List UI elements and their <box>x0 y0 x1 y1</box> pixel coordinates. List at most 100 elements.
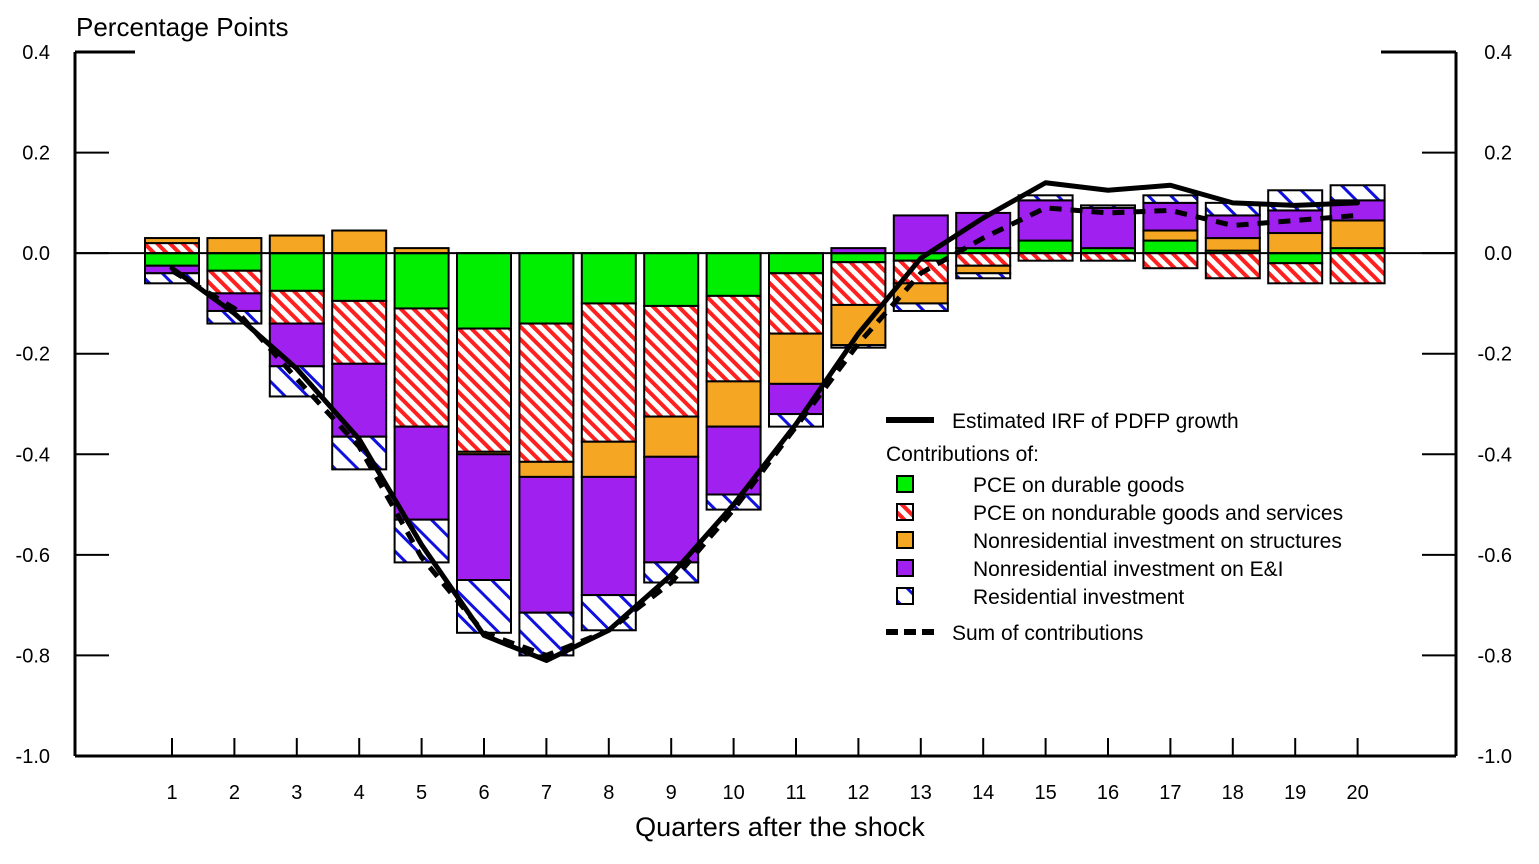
bar-q11-s3 <box>768 332 824 385</box>
lines-layer <box>169 180 1361 663</box>
x-tick-label: 8 <box>603 782 614 804</box>
bar-q18-s2 <box>1204 252 1261 280</box>
bar-q2-s3 <box>206 237 263 255</box>
x-tick-label: 11 <box>786 782 807 804</box>
bar-q17-s5 <box>1142 194 1199 204</box>
legend-sum-label: Sum of contributions <box>952 622 1143 645</box>
x-axis-label: Quarters after the shock <box>635 812 925 842</box>
bar-q15-s4 <box>1017 199 1074 242</box>
legend-label-s5: Residential investment <box>973 586 1184 609</box>
y-tick-label-right: -0.4 <box>1478 444 1512 466</box>
bar-q9-s4 <box>643 455 700 564</box>
bar-q13-s5 <box>892 302 949 312</box>
bar-q15-s1 <box>1017 239 1074 255</box>
bar-q7-s2 <box>518 322 575 463</box>
bar-q14-s5 <box>955 272 1012 280</box>
bar-q2-s2 <box>206 269 263 295</box>
bar-q17-s1 <box>1142 239 1199 255</box>
bar-q19-s1 <box>1267 252 1324 265</box>
bar-q10-s1 <box>705 252 762 297</box>
bar-q8-s2 <box>580 302 637 443</box>
bar-q18-s3 <box>1204 237 1261 252</box>
y-tick-label-right: 0.4 <box>1484 42 1512 64</box>
y-tick-label-right: -1.0 <box>1478 746 1512 768</box>
y-tick-label-right: 0.0 <box>1484 243 1512 265</box>
bar-q10-s2 <box>705 294 762 383</box>
bar-q10-s3 <box>705 380 762 428</box>
bar-q19-s2 <box>1267 262 1324 285</box>
bar-q12-s2 <box>830 261 887 306</box>
bar-q16-s2 <box>1080 252 1136 262</box>
legend-label-s3: Nonresidential investment on structures <box>973 530 1342 553</box>
y-tick-label-left: 0.0 <box>22 243 50 265</box>
bar-q7-s1 <box>518 252 575 325</box>
x-tick-label: 18 <box>1222 782 1244 804</box>
bar-q3-s2 <box>268 289 325 325</box>
bar-q9-s3 <box>643 415 700 458</box>
x-tick-label: 1 <box>166 782 177 804</box>
bar-q5-s1 <box>393 252 450 310</box>
bar-q20-s2 <box>1329 252 1386 285</box>
bar-q11-s2 <box>768 272 824 335</box>
bar-q1-s1 <box>144 252 200 267</box>
bar-q4-s3 <box>331 229 388 255</box>
bar-q2-s1 <box>206 252 263 272</box>
x-tick-label: 7 <box>541 782 552 804</box>
x-tick-label: 19 <box>1284 782 1306 804</box>
legend-irf-label: Estimated IRF of PDFP growth <box>952 410 1239 433</box>
bar-q8-s3 <box>580 440 637 478</box>
y-tick-label-right: -0.2 <box>1478 344 1512 366</box>
x-tick-label: 5 <box>416 782 427 804</box>
bar-q13-s3 <box>892 282 949 305</box>
legend-swatch-s3 <box>896 531 914 549</box>
x-tick-label: 14 <box>972 782 994 804</box>
x-tick-label: 6 <box>478 782 489 804</box>
bar-q17-s4 <box>1142 201 1199 232</box>
bar-q7-s4 <box>518 475 575 614</box>
bar-q6-s4 <box>456 453 512 581</box>
bar-q7-s3 <box>518 460 575 478</box>
x-tick-label: 17 <box>1159 782 1181 804</box>
bar-q9-s1 <box>643 252 700 307</box>
bar-q20-s5 <box>1329 184 1386 202</box>
x-tick-label: 2 <box>229 782 240 804</box>
bar-q17-s2 <box>1142 252 1199 270</box>
bar-q8-s1 <box>580 252 637 305</box>
y-tick-label-right: 0.2 <box>1484 143 1512 165</box>
legend-swatch-s2 <box>896 503 914 521</box>
x-tick-label: 16 <box>1097 782 1119 804</box>
bar-q1-s2 <box>144 242 200 255</box>
axes-layer: 0.4 0.4 0.2 0.2 0.0 0.0 -0.2 -0.2 -0.4 -0.4 -0.6 -0… <box>16 12 1512 842</box>
x-tick-label: 9 <box>666 782 677 804</box>
bar-q16-s4 <box>1080 206 1136 250</box>
x-tick-label: 13 <box>910 782 932 804</box>
bar-q3-s4 <box>268 322 325 368</box>
bar-q14-s3 <box>955 264 1012 275</box>
bar-q6-s1 <box>456 252 512 330</box>
x-tick-label: 4 <box>354 782 365 804</box>
y-tick-label-left: -0.6 <box>16 545 50 567</box>
x-tick-label: 10 <box>722 782 744 804</box>
legend-label-s4: Nonresidential investment on E&I <box>973 558 1284 581</box>
bar-q3-s1 <box>268 252 325 292</box>
bar-q9-s2 <box>643 304 700 418</box>
y-tick-label-left: -0.8 <box>16 645 50 667</box>
y-tick-label-left: -0.4 <box>16 444 50 466</box>
legend-swatch-s4 <box>896 559 914 577</box>
bar-q14-s2 <box>955 252 1012 267</box>
y-tick-label-left: 0.2 <box>22 143 50 165</box>
bar-q18-s4 <box>1204 214 1261 240</box>
bar-q11-s1 <box>768 252 824 275</box>
bar-q5-s4 <box>393 425 450 521</box>
bar-q20-s3 <box>1329 219 1386 250</box>
bar-q5-s2 <box>393 307 450 428</box>
bar-q17-s3 <box>1142 229 1199 242</box>
bar-q10-s4 <box>705 425 762 496</box>
bar-q4-s1 <box>331 252 388 302</box>
sum-of-contributions-line <box>170 205 1358 658</box>
y-unit-label: Percentage Points <box>76 12 288 42</box>
legend-label-s2: PCE on nondurable goods and services <box>973 502 1343 525</box>
bar-q6-s2 <box>456 327 512 453</box>
y-tick-label-left: 0.4 <box>22 42 50 64</box>
